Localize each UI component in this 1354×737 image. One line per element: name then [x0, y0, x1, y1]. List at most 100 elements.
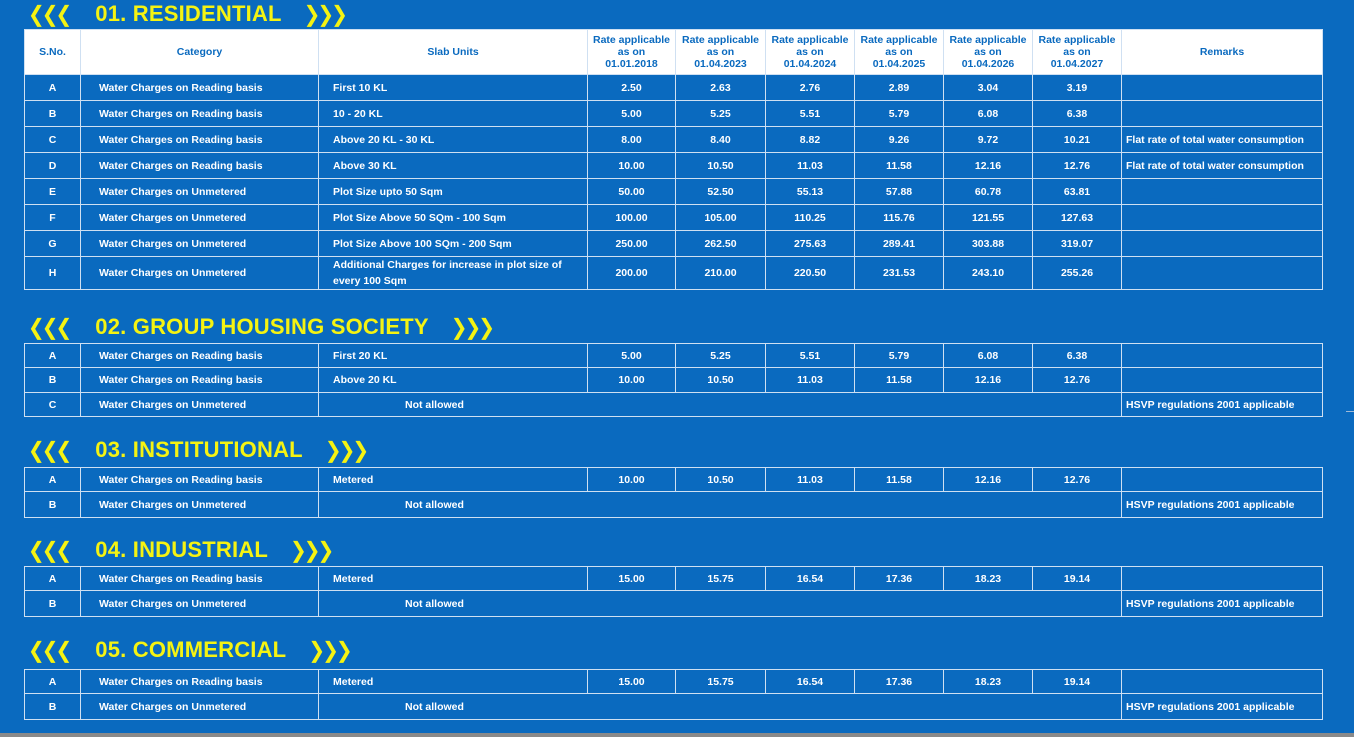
- sno-cell: B: [24, 590, 81, 617]
- sno-cell: A: [24, 343, 81, 368]
- rate-cell: 15.75: [675, 566, 766, 591]
- col-header-slab: Slab Units: [318, 29, 588, 75]
- rate-cell: 12.76: [1032, 367, 1122, 393]
- rate-cell: 10.50: [675, 467, 766, 492]
- section-title-institutional: ❮❮❮ 03. INSTITUTIONAL ❯❯❯: [28, 436, 369, 464]
- table-row: C Water Charges on Reading basis Above 2…: [24, 126, 1323, 153]
- col-header-rate-2024: Rate applicable as on 01.04.2024: [765, 29, 855, 75]
- category-cell: Water Charges on Unmetered: [80, 256, 319, 290]
- triple-chevron-right-icon: ❯❯❯: [290, 538, 334, 563]
- rate-cell: 5.00: [587, 343, 676, 368]
- col-header-category: Category: [80, 29, 319, 75]
- divider: [1346, 411, 1354, 412]
- category-cell: Water Charges on Unmetered: [80, 392, 319, 417]
- table-row: B Water Charges on Reading basis 10 - 20…: [24, 100, 1323, 127]
- rate-cell: 9.26: [854, 126, 944, 153]
- rate-cell: 63.81: [1032, 178, 1122, 205]
- col-header-rate-2023: Rate applicable as on 01.04.2023: [675, 29, 766, 75]
- triple-chevron-left-icon: ❮❮❮: [28, 315, 72, 340]
- sno-cell: A: [24, 566, 81, 591]
- rate-cell: 12.16: [943, 152, 1033, 179]
- section-title-text: 01. RESIDENTIAL: [95, 1, 282, 26]
- sno-cell: B: [24, 693, 81, 720]
- rate-cell: 11.03: [765, 152, 855, 179]
- rate-cell: 8.40: [675, 126, 766, 153]
- rate-cell: 10.00: [587, 152, 676, 179]
- remarks-cell: HSVP regulations 2001 applicable: [1121, 392, 1323, 417]
- triple-chevron-left-icon: ❮❮❮: [28, 638, 72, 663]
- slab-cell: First 20 KL: [318, 343, 588, 368]
- sno-cell: E: [24, 178, 81, 205]
- bottom-scroll-edge: [0, 733, 1354, 737]
- rate-cell: 5.79: [854, 343, 944, 368]
- sno-cell: C: [24, 126, 81, 153]
- sno-cell: G: [24, 230, 81, 257]
- group-housing-table: A Water Charges on Reading basis First 2…: [24, 343, 1323, 417]
- rate-cell: 15.00: [587, 669, 676, 694]
- slab-cell: Plot Size Above 50 SQm - 100 Sqm: [318, 204, 588, 231]
- rate-cell: 10.50: [675, 152, 766, 179]
- rate-cell: 2.63: [675, 74, 766, 101]
- slab-cell: Plot Size upto 50 Sqm: [318, 178, 588, 205]
- category-cell: Water Charges on Unmetered: [80, 230, 319, 257]
- sno-cell: H: [24, 256, 81, 290]
- slab-cell: Above 20 KL: [318, 367, 588, 393]
- category-cell: Water Charges on Reading basis: [80, 367, 319, 393]
- rate-cell: 15.75: [675, 669, 766, 694]
- sno-cell: A: [24, 467, 81, 492]
- col-header-rate-2026: Rate applicable as on 01.04.2026: [943, 29, 1033, 75]
- section-title-commercial: ❮❮❮ 05. COMMERCIAL ❯❯❯: [28, 636, 353, 664]
- table-row: B Water Charges on Unmetered Not allowed…: [24, 693, 1323, 720]
- institutional-table: A Water Charges on Reading basis Metered…: [24, 467, 1323, 518]
- rate-cell: 115.76: [854, 204, 944, 231]
- rate-cell: 57.88: [854, 178, 944, 205]
- rate-cell: 5.51: [765, 100, 855, 127]
- table-row: F Water Charges on Unmetered Plot Size A…: [24, 204, 1323, 231]
- remarks-cell: [1121, 343, 1323, 368]
- category-cell: Water Charges on Reading basis: [80, 74, 319, 101]
- table-row: B Water Charges on Unmetered Not allowed…: [24, 590, 1323, 617]
- table-row: A Water Charges on Reading basis First 1…: [24, 74, 1323, 101]
- slab-cell: 10 - 20 KL: [318, 100, 588, 127]
- rate-cell: 10.00: [587, 467, 676, 492]
- not-allowed-cell: Not allowed: [318, 491, 1122, 518]
- not-allowed-cell: Not allowed: [318, 590, 1122, 617]
- col-header-rate-2027: Rate applicable as on 01.04.2027: [1032, 29, 1122, 75]
- rate-cell: 6.38: [1032, 100, 1122, 127]
- rate-cell: 220.50: [765, 256, 855, 290]
- rate-cell: 6.08: [943, 100, 1033, 127]
- triple-chevron-left-icon: ❮❮❮: [28, 2, 72, 27]
- remarks-cell: HSVP regulations 2001 applicable: [1121, 491, 1323, 518]
- section-title-residential: ❮❮❮ 01. RESIDENTIAL ❯❯❯: [28, 0, 348, 28]
- remarks-cell: HSVP regulations 2001 applicable: [1121, 590, 1323, 617]
- rate-cell: 10.21: [1032, 126, 1122, 153]
- category-cell: Water Charges on Unmetered: [80, 204, 319, 231]
- category-cell: Water Charges on Unmetered: [80, 491, 319, 518]
- rate-cell: 289.41: [854, 230, 944, 257]
- rate-cell: 50.00: [587, 178, 676, 205]
- category-cell: Water Charges on Reading basis: [80, 343, 319, 368]
- rate-cell: 19.14: [1032, 669, 1122, 694]
- rate-cell: 10.50: [675, 367, 766, 393]
- rate-cell: 255.26: [1032, 256, 1122, 290]
- rate-cell: 2.50: [587, 74, 676, 101]
- rate-cell: 3.04: [943, 74, 1033, 101]
- sno-cell: A: [24, 669, 81, 694]
- sno-cell: D: [24, 152, 81, 179]
- table-row: D Water Charges on Reading basis Above 3…: [24, 152, 1323, 179]
- remarks-cell: Flat rate of total water consumption: [1121, 126, 1323, 153]
- rate-cell: 275.63: [765, 230, 855, 257]
- rate-cell: 5.00: [587, 100, 676, 127]
- rate-cell: 17.36: [854, 669, 944, 694]
- rate-cell: 12.16: [943, 467, 1033, 492]
- residential-table: S.No. Category Slab Units Rate applicabl…: [24, 29, 1323, 290]
- industrial-table: A Water Charges on Reading basis Metered…: [24, 566, 1323, 617]
- remarks-cell: [1121, 74, 1323, 101]
- rate-cell: 11.03: [765, 467, 855, 492]
- rate-cell: 8.82: [765, 126, 855, 153]
- col-header-remarks: Remarks: [1121, 29, 1323, 75]
- triple-chevron-right-icon: ❯❯❯: [303, 2, 348, 27]
- rate-cell: 100.00: [587, 204, 676, 231]
- rate-cell: 10.00: [587, 367, 676, 393]
- table-row: H Water Charges on Unmetered Additional …: [24, 256, 1323, 290]
